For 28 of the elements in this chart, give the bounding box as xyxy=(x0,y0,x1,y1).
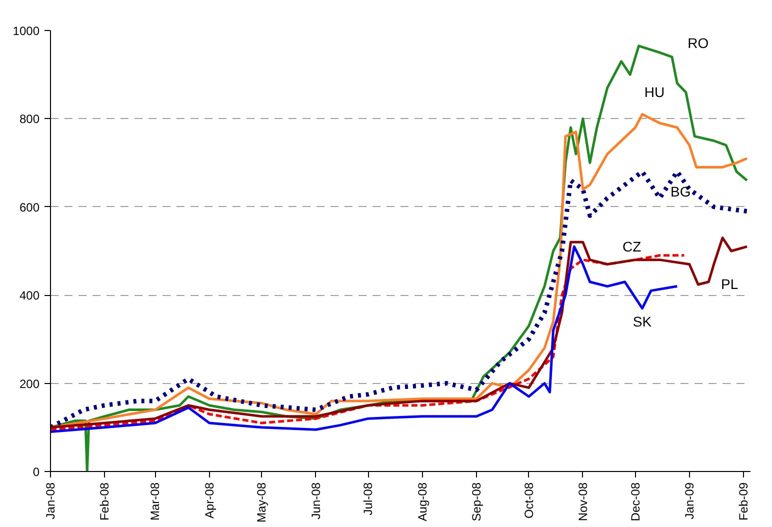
line-series xyxy=(50,236,748,429)
y-tick-label: 800 xyxy=(19,112,40,126)
series-label: HU xyxy=(644,84,665,100)
y-tick-label: 0 xyxy=(32,465,40,479)
x-tick-label: Nov-08 xyxy=(576,482,590,522)
series-label: CZ xyxy=(622,238,642,255)
x-tick-label: Feb-08 xyxy=(98,482,112,521)
series-label: RO xyxy=(688,34,709,51)
x-tick-label: Jan-08 xyxy=(44,482,58,520)
x-tick-label: Jan-09 xyxy=(682,482,696,520)
y-tick-label: 1000 xyxy=(12,24,40,38)
x-tick-label: May-08 xyxy=(254,482,269,523)
line-series xyxy=(50,113,748,429)
x-tick-label: Sep-08 xyxy=(469,482,484,522)
x-tick-label: Dec-08 xyxy=(628,482,642,522)
series-label: BG xyxy=(670,183,691,200)
x-tick-label: Jun-08 xyxy=(308,482,323,520)
x-tick-label: Apr-08 xyxy=(202,482,216,519)
x-tick-label: Mar-08 xyxy=(148,482,162,521)
x-tick-label: Aug-08 xyxy=(415,482,430,522)
y-tick-label: 200 xyxy=(19,376,40,391)
y-tick-label: 600 xyxy=(19,200,40,214)
series-label: PL xyxy=(720,276,738,292)
series-label: SK xyxy=(632,314,652,330)
x-tick-label: Oct-08 xyxy=(522,482,536,519)
x-tick-label: Feb-09 xyxy=(736,482,751,521)
y-tick-label: 400 xyxy=(19,288,40,303)
x-tick-label: Jul-08 xyxy=(361,482,376,516)
